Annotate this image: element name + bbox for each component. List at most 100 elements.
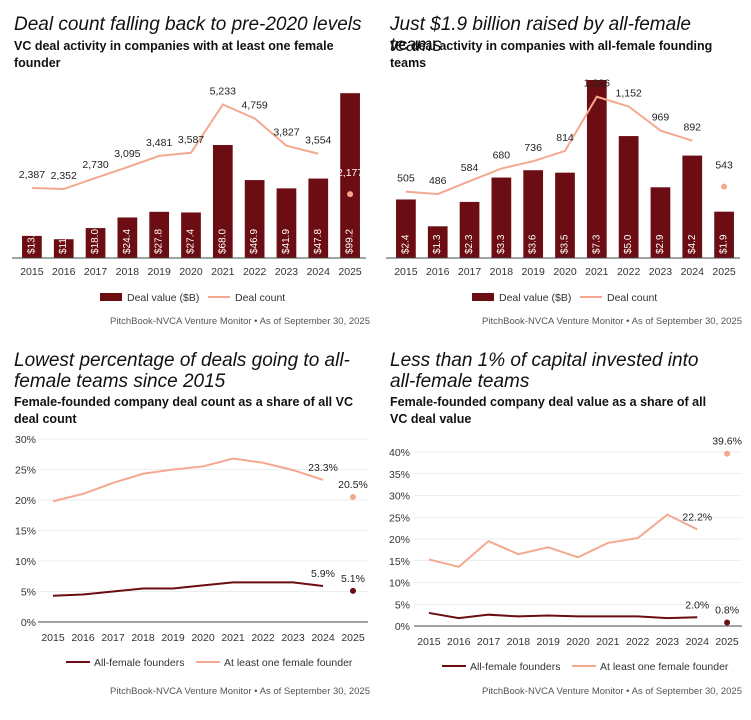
y-tick-label: 10%	[389, 578, 410, 590]
source-note: PitchBook-NVCA Venture Monitor • As of S…	[110, 686, 370, 697]
x-tick-label: 2021	[211, 266, 235, 278]
bar	[244, 180, 265, 258]
bar-value-label: $2.4	[400, 234, 411, 254]
line-value-label: 4,759	[241, 99, 267, 111]
line-value-label: 584	[461, 162, 479, 174]
series-last-label: 39.6%	[712, 436, 742, 448]
series-line	[52, 581, 324, 597]
series-end-label: 5.9%	[311, 568, 335, 580]
x-tick-label: 2015	[394, 266, 418, 278]
y-tick-label: 40%	[389, 447, 410, 459]
legend-swatch-deal-value	[472, 293, 494, 301]
y-tick-label: 20%	[389, 534, 410, 546]
bar	[212, 145, 233, 258]
x-tick-label: 2023	[649, 266, 673, 278]
y-tick-label: 20%	[15, 495, 36, 507]
bar	[491, 177, 512, 258]
x-tick-label: 2024	[686, 636, 710, 648]
line-value-label: 543	[715, 160, 733, 172]
x-tick-label: 2024	[311, 632, 335, 644]
series-line	[428, 611, 698, 620]
x-tick-label: 2024	[681, 266, 705, 278]
chart-title: Lowest percentage of deals going to all-…	[14, 350, 350, 392]
y-tick-label: 30%	[389, 491, 410, 503]
legend-label-deal-count: Deal count	[607, 292, 657, 304]
chart-title: Deal count falling back to pre-2020 leve…	[14, 14, 362, 35]
line-value-label: 814	[556, 132, 574, 144]
y-tick-label: 35%	[389, 469, 410, 481]
bar	[117, 217, 138, 258]
bar	[340, 93, 360, 258]
line-value-label: 3,827	[273, 127, 299, 139]
x-tick-label: 2025	[715, 636, 739, 648]
series-line	[52, 457, 324, 503]
x-tick-label: 2020	[179, 266, 203, 278]
line-value-label: 3,095	[114, 148, 140, 160]
series-point-2025	[350, 493, 356, 500]
source-note: PitchBook-NVCA Venture Monitor • As of S…	[482, 316, 742, 327]
bar-value-label: $46.9	[249, 229, 260, 254]
x-tick-label: 2016	[52, 266, 76, 278]
bar	[618, 136, 639, 258]
bar	[682, 155, 703, 258]
x-tick-label: 2015	[417, 636, 441, 648]
bar-value-label: $3.5	[560, 234, 571, 254]
series-line	[428, 513, 698, 568]
bar-value-label: $2.3	[464, 234, 475, 254]
bar-value-label: $2.9	[655, 234, 666, 254]
x-tick-label: 2019	[537, 636, 561, 648]
x-tick-label: 2023	[281, 632, 305, 644]
bar	[308, 178, 329, 258]
x-tick-label: 2017	[101, 632, 125, 644]
x-tick-label: 2023	[275, 266, 299, 278]
x-tick-label: 2018	[490, 266, 514, 278]
line-value-label: 969	[652, 112, 670, 124]
y-tick-label: 0%	[395, 621, 410, 633]
x-tick-label: 2018	[116, 266, 140, 278]
line-value-label: 1,226	[584, 78, 610, 90]
bar	[149, 211, 170, 258]
x-tick-label: 2020	[191, 632, 215, 644]
bar-value-label: $41.9	[281, 229, 292, 254]
bar-value-label: $3.6	[528, 234, 539, 254]
line-chart: 30% 25% 20% 15% 10% 5% 0% 5.9% 5.1% 23.3%20.5% 201…	[15, 434, 368, 669]
x-tick-label: 2025	[341, 632, 365, 644]
legend-label-deal-value: Deal value ($B)	[127, 292, 199, 304]
panel-deal-value-share: Less than 1% of capital invested into al…	[389, 350, 746, 702]
x-tick-label: 2016	[447, 636, 471, 648]
line-value-label: 2,387	[19, 169, 45, 181]
x-tick-label: 2022	[243, 266, 267, 278]
bar-value-label: $7.3	[591, 234, 602, 254]
bar-value-label: $27.8	[154, 229, 165, 254]
bar-value-label: $4.2	[687, 234, 698, 254]
source-note: PitchBook-NVCA Venture Monitor • As of S…	[110, 316, 370, 327]
deal-count-point-2025	[721, 183, 728, 190]
legend-label-at-least-one: At least one female founder	[600, 661, 729, 673]
panel-deal-count-share: Lowest percentage of deals going to all-…	[14, 350, 374, 702]
bar-value-label: $11.3	[58, 229, 69, 254]
chart-subtitle: VC deal activity in companies with all-f…	[390, 39, 713, 70]
x-tick-label: 2017	[477, 636, 501, 648]
series-point-2025	[724, 450, 731, 457]
legend-label-all-female: All-female founders	[94, 657, 184, 669]
x-tick-label: 2017	[458, 266, 482, 278]
bar	[53, 239, 74, 258]
bar	[586, 80, 607, 258]
x-tick-label: 2016	[426, 266, 450, 278]
line-value-label: 2,730	[82, 159, 108, 171]
bar-value-label: $27.4	[186, 229, 197, 254]
x-tick-label: 2025	[712, 266, 736, 278]
bar-value-label: $99.2	[345, 229, 356, 254]
bar	[181, 212, 201, 258]
legend-swatch-deal-value	[100, 293, 122, 301]
y-tick-label: 10%	[15, 556, 36, 568]
line-value-label: 3,554	[305, 135, 331, 147]
line-value-label: 680	[493, 150, 511, 162]
bar	[459, 201, 480, 258]
source-note: PitchBook-NVCA Venture Monitor • As of S…	[482, 686, 742, 697]
bar	[523, 170, 544, 258]
bar-value-label: $47.8	[313, 229, 324, 254]
series-end-label: 2.0%	[685, 599, 709, 611]
x-tick-label: 2021	[221, 632, 245, 644]
x-tick-label: 2018	[131, 632, 155, 644]
